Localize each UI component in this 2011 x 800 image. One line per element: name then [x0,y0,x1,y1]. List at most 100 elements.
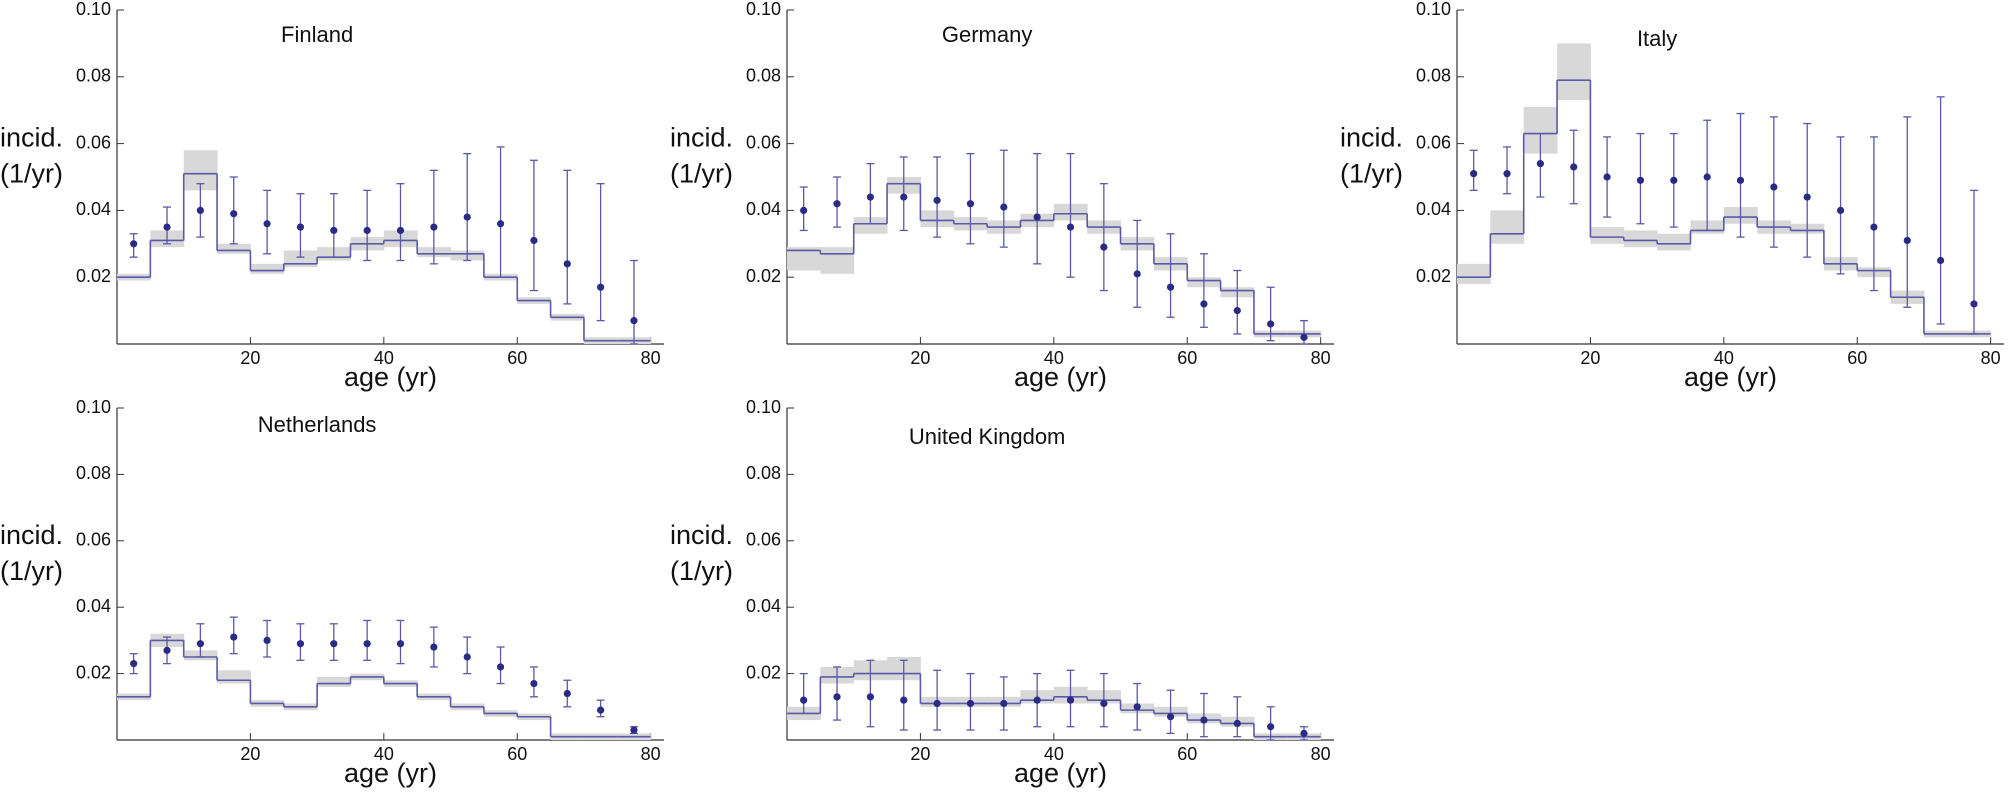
y-tick-label: 0.04 [76,199,111,219]
y-tick-label: 0.02 [746,266,781,286]
y-axis-label: incid. [0,520,63,550]
y-tick-label: 0.10 [76,0,111,19]
data-point [933,699,941,708]
error-bar [529,159,538,292]
data-point [1000,699,1008,708]
x-tick-label: 20 [1580,348,1600,368]
y-axis-label: (1/yr) [670,556,733,586]
x-tick-label: 40 [1714,348,1734,368]
x-tick-label: 40 [374,744,394,764]
y-tick-label: 0.08 [76,66,111,86]
error-bar [999,149,1008,248]
y-axis-label: incid. [670,520,733,550]
model-band [1590,227,1625,244]
data-point [563,689,571,698]
x-tick-label: 40 [374,348,394,368]
data-point [496,220,505,228]
error-bar [629,259,638,345]
data-point [563,260,571,268]
model-band [1623,230,1658,248]
data-point [430,643,438,651]
error-bar [1099,183,1108,292]
data-point [833,693,841,701]
error-bar [596,183,605,322]
panel-title: United Kingdom [909,424,1066,449]
x-axis-label: age (yr) [1684,362,1777,392]
data-point [396,226,405,235]
data-point [1200,716,1208,724]
x-tick-label: 20 [910,348,930,368]
y-tick-label: 0.02 [746,662,781,682]
data-point [1703,173,1711,181]
error-bar [1066,152,1075,278]
x-tick-label: 60 [1177,744,1197,764]
data-point [1033,213,1041,221]
error-bar [1266,286,1275,342]
x-tick-label: 20 [910,744,930,764]
model-band [1657,233,1691,251]
error-bar [899,659,908,731]
data-point [263,220,271,228]
y-tick-label: 0.06 [746,132,781,152]
y-tick-label: 0.06 [76,132,111,152]
data-point [1000,203,1008,211]
x-axis-label: age (yr) [344,758,437,788]
error-bar [966,152,975,245]
error-bar [396,183,405,262]
y-tick-label: 0.10 [746,0,781,19]
y-tick-label: 0.02 [76,662,111,682]
x-tick-label: 80 [641,348,661,368]
model-band [1457,263,1491,284]
error-bar [1233,696,1242,738]
data-point [1166,283,1175,291]
y-tick-label: 0.06 [746,530,781,550]
y-axis-label: (1/yr) [0,159,63,189]
model-band [1557,43,1591,101]
error-bar [1869,136,1878,292]
data-point [363,226,371,235]
data-point [330,226,338,235]
data-point [1233,719,1241,728]
data-point [230,633,238,641]
data-point [900,193,908,201]
data-point [263,636,271,645]
y-axis-label: (1/yr) [670,159,733,189]
error-bar [329,193,338,258]
y-axis-label: (1/yr) [0,556,63,586]
error-bar [1903,116,1912,308]
data-point [1603,173,1611,181]
x-axis-label: age (yr) [1014,758,1107,788]
data-point [1870,223,1878,231]
data-point [1803,193,1811,201]
data-point [1300,729,1308,737]
panel: 0.02 0.04 0.06 0.08 0.10 20 40 60 80 Finland age (… [0,0,664,392]
data-point [966,200,975,208]
y-tick-label: 0.08 [1416,66,1451,86]
data-point [396,640,405,648]
data-point [866,193,874,201]
y-tick-label: 0.04 [1416,199,1451,219]
data-point [463,213,471,221]
x-axis-label: age (yr) [344,362,437,392]
data-point [463,653,471,661]
x-tick-label: 60 [507,744,527,764]
panel: 0.02 0.04 0.06 0.08 0.10 20 40 60 80 Netherlands a… [0,397,664,788]
data-point [1470,170,1478,178]
data-point [1100,243,1108,251]
error-bar [429,169,438,265]
data-point [1770,183,1778,191]
y-tick-label: 0.08 [76,463,111,483]
error-bar [1199,253,1208,328]
error-bar [1936,96,1945,325]
data-point [130,240,138,248]
x-tick-label: 60 [1177,348,1197,368]
x-tick-label: 40 [1044,348,1064,368]
y-tick-label: 0.08 [746,66,781,86]
data-point [597,283,605,291]
data-point [1570,163,1578,171]
data-point [1133,270,1141,278]
x-tick-label: 80 [1311,348,1331,368]
error-bar [563,169,572,305]
data-point [1267,723,1275,731]
